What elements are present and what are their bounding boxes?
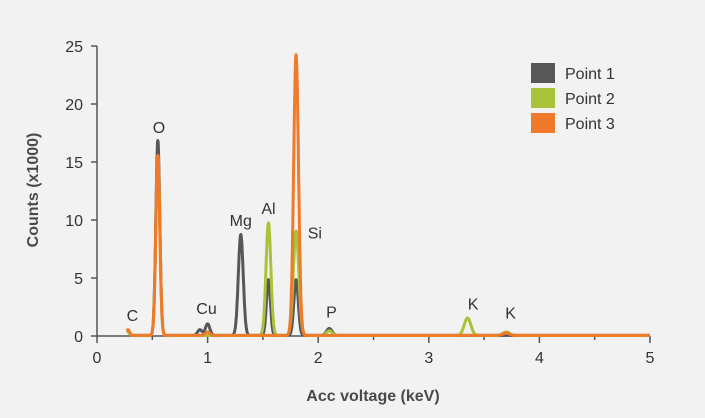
peak-label: C (127, 308, 139, 325)
legend-swatch (531, 63, 555, 83)
y-tick-label: 15 (65, 155, 83, 172)
peak-label: Cu (196, 301, 216, 318)
series-layer (125, 53, 652, 337)
x-tick-label: 5 (646, 350, 655, 367)
y-axis-title: Counts (x1000) (25, 133, 42, 248)
peak-label: Mg (230, 213, 252, 230)
peak-label: K (505, 306, 516, 323)
legend: Point 1 Point 2 Point 3 (531, 63, 615, 133)
y-tick-label: 10 (65, 213, 83, 230)
x-tick-label: 1 (203, 350, 212, 367)
y-tick-label: 20 (65, 97, 83, 114)
x-tick-label: 4 (535, 350, 544, 367)
legend-label: Point 2 (565, 91, 615, 108)
peak-label: K (468, 296, 479, 313)
legend-label: Point 1 (565, 66, 615, 83)
legend-swatch (531, 113, 555, 133)
x-tick-label: 3 (424, 350, 433, 367)
legend-label: Point 3 (565, 116, 615, 133)
peak-label: P (326, 304, 337, 321)
series-line-point-3 (125, 53, 652, 337)
y-tick-label: 5 (74, 271, 83, 288)
x-tick-label: 0 (93, 350, 102, 367)
y-tick-label: 0 (74, 329, 83, 346)
legend-swatch (531, 88, 555, 108)
peak-label: Al (261, 201, 275, 218)
peak-label: O (153, 120, 165, 137)
x-axis-title: Acc voltage (keV) (306, 388, 439, 405)
peak-labels: C O Cu Mg Al Si P K K (127, 120, 517, 325)
y-tick-label: 25 (65, 39, 83, 56)
x-tick-label: 2 (314, 350, 323, 367)
peak-label: Si (308, 226, 322, 243)
